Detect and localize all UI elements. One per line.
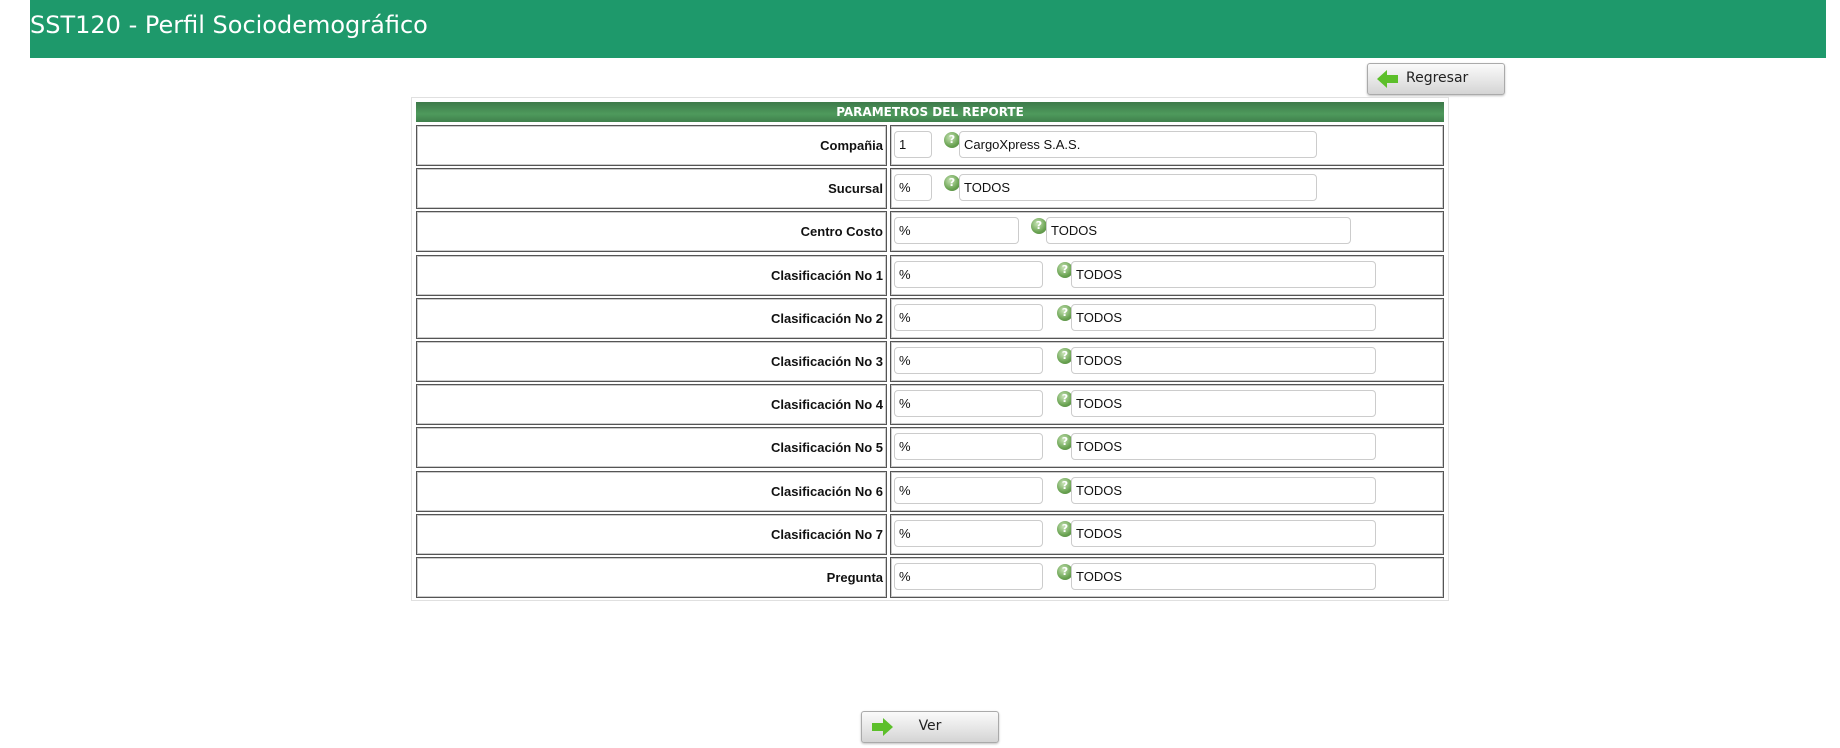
parameter-label: Compañia — [820, 138, 883, 153]
parameter-value-cell: ? — [890, 557, 1444, 598]
parameter-value-cell: ? — [890, 125, 1444, 166]
help-lookup-icon[interactable]: ? — [1057, 477, 1073, 494]
header-bar: SST120 - Perfil Sociodemográfico — [30, 0, 1826, 58]
parameter-row-clasificacion-no-5: Clasificación No 5? — [416, 427, 1446, 469]
clasificacion-no-4-description-input[interactable] — [1071, 390, 1376, 418]
clasificacion-no-3-description-input[interactable] — [1071, 347, 1376, 374]
parameter-value-cell: ? — [890, 341, 1444, 382]
parameter-row-compania: Compañia? — [416, 125, 1446, 166]
help-lookup-icon[interactable]: ? — [1057, 261, 1073, 278]
parameter-value-cell: ? — [890, 168, 1444, 210]
parameter-label: Sucursal — [828, 181, 883, 197]
parameter-label: Clasificación No 4 — [771, 397, 883, 413]
parameter-label: Clasificación No 3 — [771, 354, 883, 369]
parameter-row-clasificacion-no-3: Clasificación No 3? — [416, 341, 1446, 382]
parameter-value-cell: ? — [890, 254, 1444, 296]
clasificacion-no-7-description-input[interactable] — [1071, 519, 1376, 547]
parameter-label: Clasificación No 5 — [771, 440, 883, 456]
parameter-row-sucursal: Sucursal? — [416, 168, 1446, 210]
pregunta-code-input[interactable] — [894, 563, 1043, 590]
parameter-value-cell: ? — [890, 427, 1444, 469]
parameter-label-cell: Clasificación No 1 — [416, 254, 887, 296]
parameter-row-clasificacion-no-4: Clasificación No 4? — [416, 384, 1446, 426]
parameter-label: Clasificación No 1 — [771, 267, 883, 283]
pregunta-description-input[interactable] — [1071, 563, 1376, 590]
clasificacion-no-1-code-input[interactable] — [894, 260, 1043, 288]
parameter-label: Clasificación No 6 — [771, 483, 883, 499]
parameter-label: Clasificación No 7 — [771, 526, 883, 542]
parameter-row-clasificacion-no-7: Clasificación No 7? — [416, 513, 1446, 555]
sucursal-description-input[interactable] — [959, 174, 1317, 202]
clasificacion-no-2-description-input[interactable] — [1071, 303, 1376, 331]
help-lookup-icon[interactable]: ? — [1057, 564, 1073, 580]
arrow-left-icon — [1377, 70, 1398, 88]
sucursal-code-input[interactable] — [894, 174, 932, 202]
clasificacion-no-3-code-input[interactable] — [894, 347, 1043, 374]
clasificacion-no-5-code-input[interactable] — [894, 433, 1043, 461]
parameter-row-clasificacion-no-2: Clasificación No 2? — [416, 297, 1446, 339]
parameter-row-clasificacion-no-6: Clasificación No 6? — [416, 470, 1446, 512]
compania-description-input[interactable] — [959, 131, 1317, 158]
parameter-label-cell: Clasificación No 5 — [416, 427, 887, 469]
centro-costo-description-input[interactable] — [1046, 217, 1351, 245]
report-parameters-panel: PARAMETROS DEL REPORTE Compañia?Sucursal… — [411, 97, 1449, 601]
help-lookup-icon[interactable]: ? — [1057, 434, 1073, 451]
clasificacion-no-2-code-input[interactable] — [894, 303, 1043, 331]
back-button[interactable]: Regresar — [1367, 63, 1505, 95]
help-lookup-icon[interactable]: ? — [944, 132, 960, 148]
parameter-row-centro-costo: Centro Costo? — [416, 211, 1446, 253]
parameter-label-cell: Clasificación No 3 — [416, 341, 887, 382]
parameter-value-cell: ? — [890, 297, 1444, 339]
parameter-label: Clasificación No 2 — [771, 310, 883, 326]
arrow-right-icon — [872, 718, 893, 736]
clasificacion-no-4-code-input[interactable] — [894, 390, 1043, 418]
back-button-label: Regresar — [1406, 70, 1469, 86]
clasificacion-no-1-description-input[interactable] — [1071, 260, 1376, 288]
compania-code-input[interactable] — [894, 131, 932, 158]
parameter-label-cell: Sucursal — [416, 168, 887, 210]
parameter-label-cell: Clasificación No 4 — [416, 384, 887, 426]
clasificacion-no-6-description-input[interactable] — [1071, 476, 1376, 504]
panel-title: PARAMETROS DEL REPORTE — [416, 102, 1444, 122]
parameter-value-cell: ? — [890, 470, 1444, 512]
help-lookup-icon[interactable]: ? — [1057, 520, 1073, 537]
help-lookup-icon[interactable]: ? — [1057, 348, 1073, 364]
parameter-value-cell: ? — [890, 384, 1444, 426]
centro-costo-code-input[interactable] — [894, 217, 1019, 245]
parameter-label-cell: Clasificación No 7 — [416, 513, 887, 555]
help-lookup-icon[interactable]: ? — [1057, 304, 1073, 321]
parameter-label-cell: Clasificación No 6 — [416, 470, 887, 512]
parameter-row-clasificacion-no-1: Clasificación No 1? — [416, 254, 1446, 296]
parameter-label: Pregunta — [826, 570, 883, 585]
parameter-value-cell: ? — [890, 513, 1444, 555]
help-lookup-icon[interactable]: ? — [1031, 218, 1047, 235]
help-lookup-icon[interactable]: ? — [944, 175, 960, 192]
parameter-row-pregunta: Pregunta? — [416, 557, 1446, 598]
parameter-label-cell: Clasificación No 2 — [416, 297, 887, 339]
page-title: SST120 - Perfil Sociodemográfico — [30, 11, 428, 39]
parameter-value-cell: ? — [890, 211, 1444, 253]
help-lookup-icon[interactable]: ? — [1057, 391, 1073, 408]
view-button[interactable]: Ver — [861, 711, 999, 743]
parameter-label-cell: Centro Costo — [416, 211, 887, 253]
parameter-label: Centro Costo — [800, 224, 883, 240]
parameter-label-cell: Pregunta — [416, 557, 887, 598]
parameter-label-cell: Compañia — [416, 125, 887, 166]
clasificacion-no-7-code-input[interactable] — [894, 519, 1043, 547]
clasificacion-no-5-description-input[interactable] — [1071, 433, 1376, 461]
clasificacion-no-6-code-input[interactable] — [894, 476, 1043, 504]
view-button-label: Ver — [918, 718, 942, 734]
